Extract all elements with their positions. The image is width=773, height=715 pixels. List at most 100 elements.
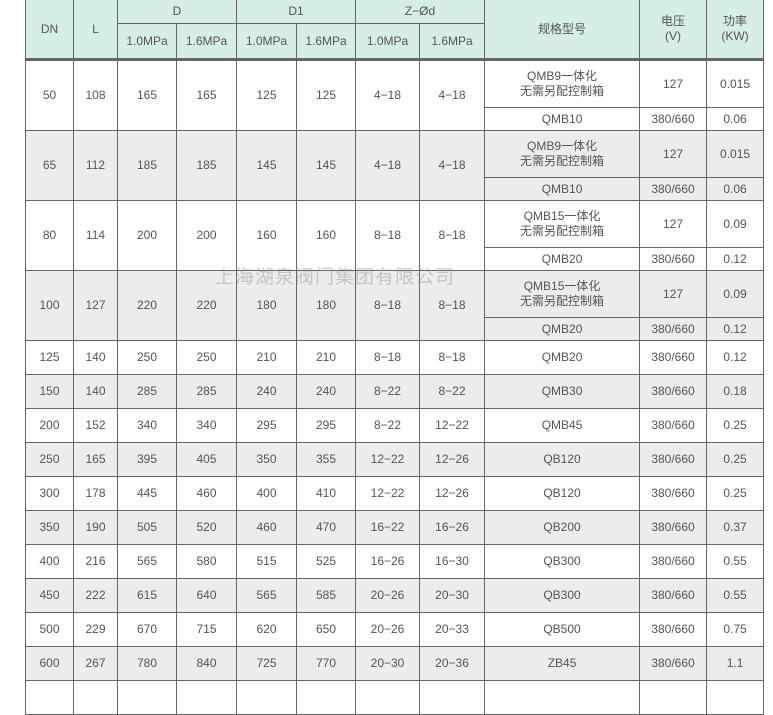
- table-cell: 445: [117, 476, 177, 511]
- table-cell: 585: [296, 578, 357, 613]
- table-cell: 500: [25, 612, 74, 647]
- table-cell: [706, 680, 765, 715]
- table-row: 80 114 200 200 160 160 8−18 8−18 QMB15一体化 无需另配控制…: [25, 200, 765, 271]
- table-cell: 240: [296, 374, 357, 409]
- table-cell: 12−22: [419, 408, 486, 443]
- table-cell: 80: [25, 200, 74, 271]
- table-cell: 250: [117, 340, 177, 375]
- table-cell: 250: [25, 442, 74, 477]
- table-cell: 114: [73, 200, 118, 271]
- table-cell: 20−26: [355, 612, 421, 647]
- table-cell: QMB15一体化 无需另配控制箱: [484, 200, 641, 248]
- table-cell: 0.12: [706, 317, 765, 341]
- spec-table: DN L D D1 Z−Ød 规格型号 电压 (V) 功率 (KW) 1.0MP…: [25, 0, 765, 715]
- table-cell: 140: [73, 374, 118, 409]
- table-cell: 380/660: [639, 612, 708, 647]
- header-power: 功率 (KW): [706, 0, 765, 60]
- table-cell: 395: [117, 442, 177, 477]
- table-cell: 4−18: [355, 130, 421, 201]
- header-l: L: [73, 0, 118, 60]
- table-cell: QMB20: [484, 247, 641, 271]
- table-cell: 200: [25, 408, 74, 443]
- header-model: 规格型号: [484, 0, 641, 60]
- table-cell: QB200: [484, 510, 641, 545]
- table-cell: 20−30: [419, 578, 486, 613]
- table-cell: 127: [639, 270, 708, 318]
- table-cell: 725: [236, 646, 298, 681]
- table-row: 600 267 780 840 725 770 20−30 20−36 ZB45 380/660 1…: [25, 646, 765, 681]
- table-cell: QMB45: [484, 408, 641, 443]
- table-cell: 380/660: [639, 317, 708, 341]
- table-cell: 8−22: [419, 374, 486, 409]
- table-cell: QMB10: [484, 107, 641, 131]
- header-pressure: 1.0MPa: [117, 23, 177, 60]
- table-cell: 0.12: [706, 247, 765, 271]
- table-cell: 505: [117, 510, 177, 545]
- watermark: 上海湖泉阀门集团有限公司: [215, 266, 456, 288]
- table-row: QMB10 380/660 0.06: [26, 177, 765, 201]
- table-cell: 165: [175, 58, 238, 131]
- table-cell: 112: [73, 130, 118, 201]
- table-cell: 0.015: [706, 58, 765, 108]
- table-cell: 380/660: [639, 177, 708, 201]
- table-cell: 300: [25, 476, 74, 511]
- table-cell: QMB10: [484, 177, 641, 201]
- table-cell: 150: [25, 374, 74, 409]
- table-cell: 295: [236, 408, 298, 443]
- table-cell: 200: [175, 200, 238, 271]
- table-cell: 0.18: [706, 374, 765, 409]
- table-cell: 0.25: [706, 442, 765, 477]
- table-cell: 380/660: [639, 476, 708, 511]
- table-cell: 460: [175, 476, 238, 511]
- table-cell: QMB9一体化 无需另配控制箱: [484, 130, 641, 178]
- table-cell: [117, 680, 177, 715]
- table-cell: 715: [175, 612, 238, 647]
- table-cell: 405: [175, 442, 238, 477]
- table-cell: 20−36: [419, 646, 486, 681]
- table-cell: 615: [117, 578, 177, 613]
- table-cell: QMB30: [484, 374, 641, 409]
- table-cell: 0.015: [706, 130, 765, 178]
- header-z-d: Z−Ød: [355, 0, 486, 24]
- table-cell: 340: [175, 408, 238, 443]
- table-cell: 1.1: [706, 646, 765, 681]
- table-cell: 125: [25, 340, 74, 375]
- table-cell: 16−22: [355, 510, 421, 545]
- table-cell: 580: [175, 544, 238, 579]
- table-cell: 145: [296, 130, 357, 201]
- table-cell: [639, 680, 708, 715]
- table-cell: 180: [236, 270, 298, 341]
- table-cell: 640: [175, 578, 238, 613]
- table-cell: [484, 680, 641, 715]
- table-row: 200 152 340 340 295 295 8−22 12−22 QMB45 380/660 0…: [25, 408, 765, 443]
- table-cell: QB300: [484, 544, 641, 579]
- table-cell: 355: [296, 442, 357, 477]
- table-cell: 20−30: [355, 646, 421, 681]
- table-cell: QMB20: [484, 317, 641, 341]
- table-cell: 380/660: [639, 340, 708, 375]
- table-cell: 8−18: [355, 200, 421, 271]
- table-cell: 460: [236, 510, 298, 545]
- table-cell: 250: [175, 340, 238, 375]
- table-cell: 185: [117, 130, 177, 201]
- header-pressure: 1.6MPa: [419, 23, 486, 60]
- table-cell: 165: [73, 442, 118, 477]
- table-cell: 0.09: [706, 200, 765, 248]
- table-cell: 125: [236, 58, 298, 131]
- table-cell: 285: [117, 374, 177, 409]
- table-cell: 160: [236, 200, 298, 271]
- table-row: 300 178 445 460 400 410 12−22 12−26 QB120 380/660…: [25, 476, 765, 511]
- table-cell: 340: [117, 408, 177, 443]
- table-cell: [25, 680, 74, 715]
- table-cell: [355, 680, 421, 715]
- table-cell: QB120: [484, 442, 641, 477]
- table-cell: 0.25: [706, 408, 765, 443]
- table-cell: 185: [175, 130, 238, 201]
- table-cell: 12−26: [419, 442, 486, 477]
- table-cell: 210: [236, 340, 298, 375]
- table-cell: 220: [117, 270, 177, 341]
- table-cell: QB500: [484, 612, 641, 647]
- table-cell: QMB20: [484, 340, 641, 375]
- table-cell: 8−18: [419, 200, 486, 271]
- header-d1: D1: [236, 0, 357, 24]
